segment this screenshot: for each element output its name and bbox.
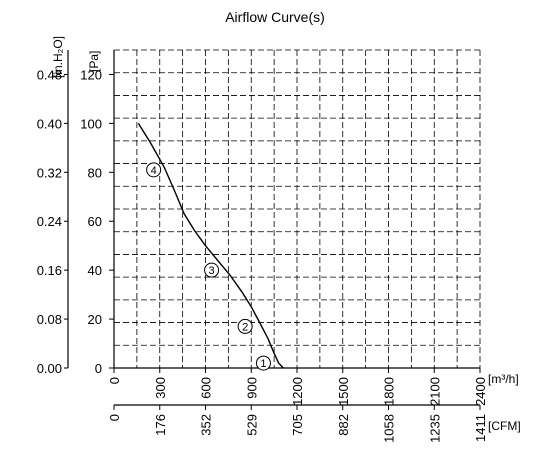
inh2o-tick-label: 0.00 [37,361,62,376]
airflow-tick-label: 2100 [427,377,442,406]
airflow-axis-label: [m³/h] [488,372,519,386]
curve-marker-circle [255,355,271,371]
inh2o-tick-label: 0.08 [37,312,62,327]
pa-tick-label: 20 [88,312,102,327]
inh2o-tick-label: 0.24 [37,214,62,229]
cfm-tick-label: 1058 [382,414,397,443]
cfm-tick-label: 882 [336,414,351,436]
inh2o-tick-label: 0.40 [37,116,62,131]
pa-tick-label: 40 [88,263,102,278]
airflow-tick-label: 2400 [473,377,488,406]
curve-marker-label: 1 [260,358,266,370]
curve-marker-circle [204,262,220,278]
cfm-tick-label: 176 [153,414,168,436]
cfm-tick-label: 352 [199,414,214,436]
airflow-tick-label: 1800 [382,377,397,406]
inh2o-tick-label: 0.16 [37,263,62,278]
airflow-tick-label: 0 [107,377,122,384]
cfm-tick-label: 1235 [427,414,442,443]
annotations: 4 3 2 1 [146,162,271,371]
pa-tick-label: 60 [88,214,102,229]
airflow-tick-label: 1200 [290,377,305,406]
series-layer [137,123,284,369]
inh2o-tick-label: 0.48 [37,67,62,82]
pa-tick-label: 100 [80,116,102,131]
cfm-tick-label: 705 [290,414,305,436]
cfm-axis-label: [CFM] [488,419,521,433]
curve-marker-label: 3 [209,265,215,277]
pa-tick-label: 0 [95,361,102,376]
curve-marker-label: 4 [151,165,157,177]
airflow-tick-label: 900 [244,377,259,399]
curve-marker-circle [146,162,162,178]
cfm-tick-label: 0 [107,414,122,421]
pa-tick-label: 80 [88,165,102,180]
chart-title: Airflow Curve(s) [225,9,325,25]
curve-marker-label: 2 [242,321,248,333]
tick-labels: 0204060801001200.000.080.160.240.320.400… [37,36,521,443]
cfm-tick-label: 1411 [473,414,488,442]
airflow-tick-label: 1500 [336,377,351,406]
pa-tick-label: 120 [80,67,102,82]
airflow-curve-line [137,123,284,369]
inh2o-axis-label: [in.H₂O] [51,36,65,78]
grid [113,49,481,369]
airflow-tick-label: 300 [153,377,168,399]
airflow-tick-label: 600 [199,377,214,399]
inh2o-tick-label: 0.32 [37,165,62,180]
curve-marker-circle [237,318,253,334]
cfm-tick-label: 529 [244,414,259,436]
pa-axis-label: [Pa] [87,51,101,72]
